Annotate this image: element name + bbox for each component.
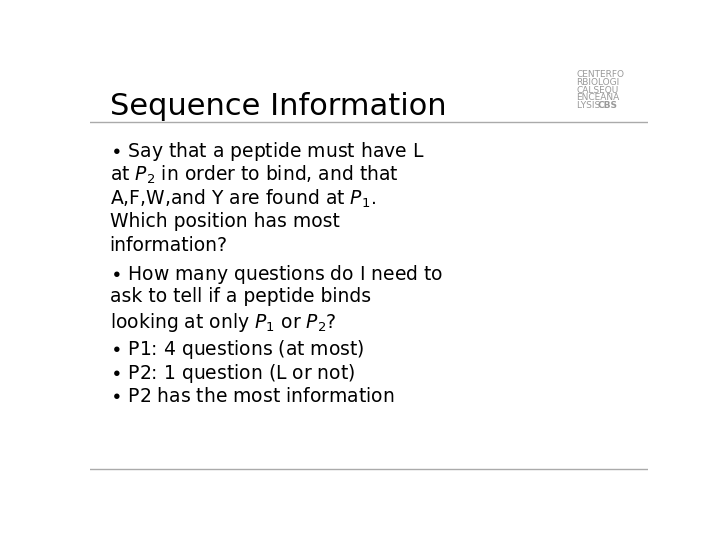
Text: $\bullet$ P2 has the most information: $\bullet$ P2 has the most information [109,387,394,406]
Text: CBS: CBS [598,102,618,110]
Text: $\bullet$ How many questions do I need to: $\bullet$ How many questions do I need t… [109,263,443,286]
Text: A,F,W,and Y are found at $P_1$.: A,F,W,and Y are found at $P_1$. [109,188,376,210]
Text: RBIOLOGI: RBIOLOGI [577,78,620,87]
Text: LYSIS: LYSIS [577,102,603,110]
Text: ask to tell if a peptide binds: ask to tell if a peptide binds [109,287,371,306]
Text: $\bullet$ P1: 4 questions (at most): $\bullet$ P1: 4 questions (at most) [109,339,364,361]
Text: $\bullet$ Say that a peptide must have L: $\bullet$ Say that a peptide must have L [109,140,424,163]
Text: at $P_2$ in order to bind, and that: at $P_2$ in order to bind, and that [109,164,398,186]
Text: CENTERFO: CENTERFO [577,70,624,79]
Text: Which position has most: Which position has most [109,212,339,231]
Text: CALSEQU: CALSEQU [577,85,618,94]
Text: information?: information? [109,236,228,255]
Text: looking at only $P_1$ or $P_2$?: looking at only $P_1$ or $P_2$? [109,312,336,334]
Text: $\bullet$ P2: 1 question (L or not): $\bullet$ P2: 1 question (L or not) [109,362,355,386]
Text: Sequence Information: Sequence Information [109,92,446,121]
Text: ENCEANA: ENCEANA [577,93,620,103]
